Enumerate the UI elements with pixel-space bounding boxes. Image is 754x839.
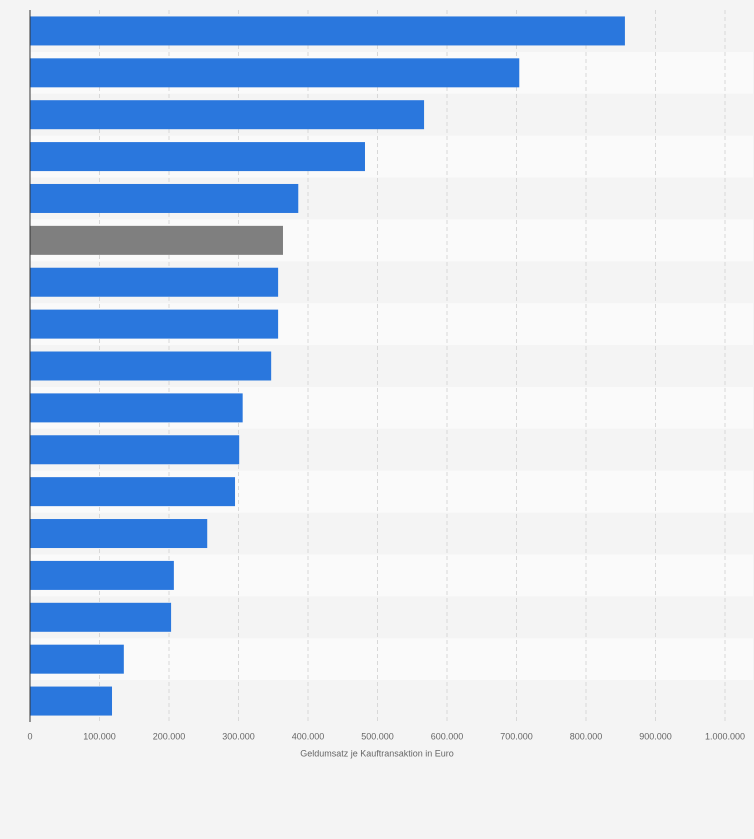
bar (30, 477, 236, 507)
bar (30, 560, 174, 590)
x-tick-label: 300.000 (222, 731, 255, 741)
bar (30, 519, 208, 549)
bar (30, 435, 240, 465)
x-tick-label: 900.000 (639, 731, 672, 741)
x-tick-label: 800.000 (570, 731, 603, 741)
bar (30, 309, 279, 339)
bar (30, 351, 272, 381)
x-tick-label: 500.000 (361, 731, 394, 741)
bar (30, 267, 279, 297)
bar (30, 602, 172, 632)
bar (30, 183, 299, 213)
x-tick-label: 0 (27, 731, 32, 741)
bar (30, 644, 124, 674)
x-tick-label: 1.000.000 (705, 731, 745, 741)
x-tick-label: 700.000 (500, 731, 533, 741)
bar (30, 142, 365, 172)
row-band (30, 638, 753, 681)
x-tick-label: 400.000 (292, 731, 325, 741)
x-tick-label: 100.000 (83, 731, 116, 741)
x-tick-label: 600.000 (431, 731, 464, 741)
bar (30, 393, 243, 423)
bar (30, 16, 625, 46)
bar (30, 100, 425, 130)
x-tick-label: 200.000 (153, 731, 186, 741)
bar (30, 225, 283, 255)
bar (30, 58, 520, 88)
row-band (30, 680, 753, 722)
bar (30, 686, 113, 716)
x-axis-label: Geldumsatz je Kauftransaktion in Euro (300, 748, 454, 758)
